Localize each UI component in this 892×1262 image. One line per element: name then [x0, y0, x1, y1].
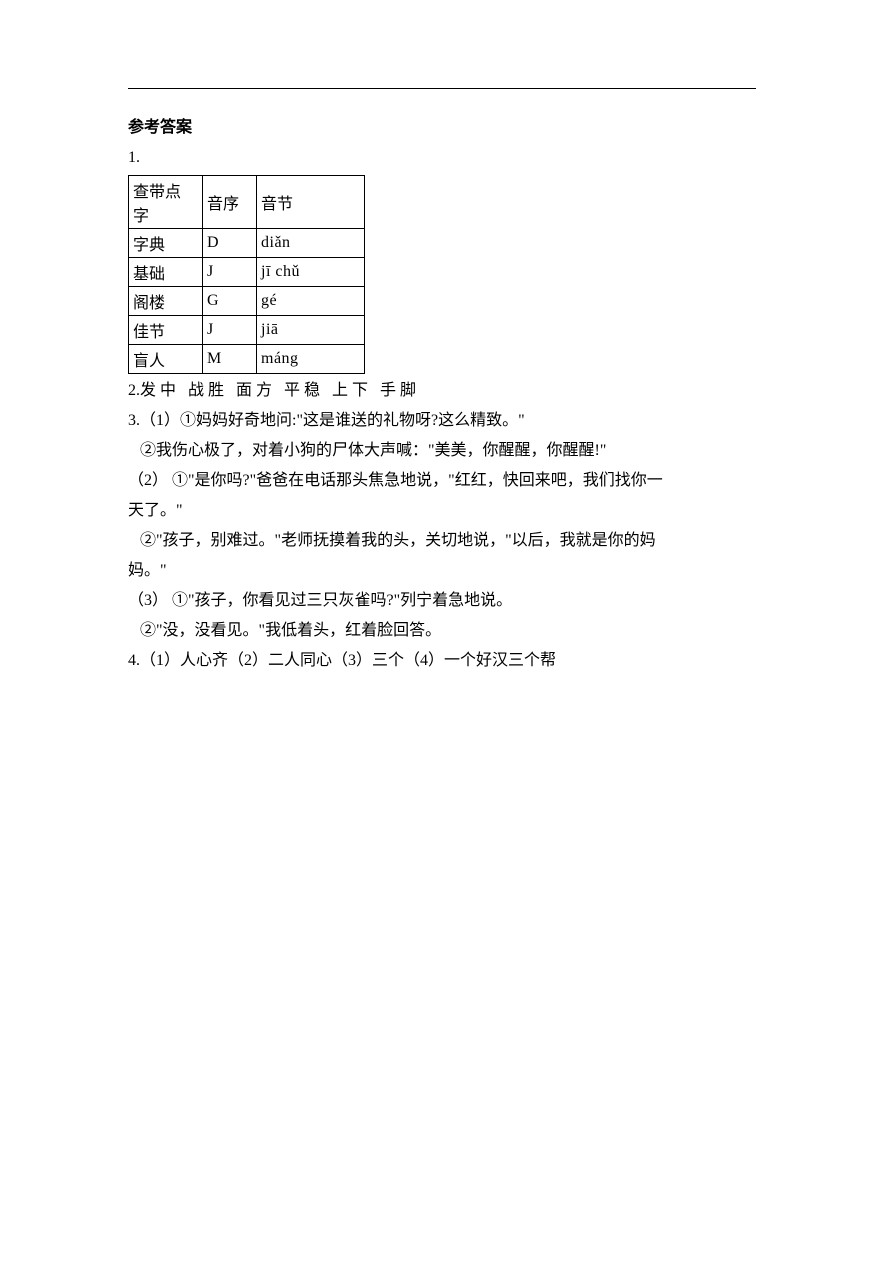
- table-row: 字典 D diǎn: [129, 229, 365, 258]
- q4-line: 4.（1）人心齐（2）二人同心（3）三个（4）一个好汉三个帮: [128, 646, 772, 676]
- table-cell: 佳节: [129, 316, 203, 345]
- q3-line: ②"没，没看见。"我低着头，红着脸回答。: [128, 616, 772, 646]
- table-cell: J: [203, 316, 257, 345]
- table-cell: diǎn: [257, 229, 365, 258]
- table-cell: gé: [257, 287, 365, 316]
- table-cell: jiā: [257, 316, 365, 345]
- table-row: 盲人 M máng: [129, 345, 365, 374]
- table-row: 阁楼 G gé: [129, 287, 365, 316]
- q3-line: 3.（1）①妈妈好奇地问:"这是谁送的礼物呀?这么精致。": [128, 406, 772, 436]
- q1-number: 1.: [128, 143, 772, 173]
- table-cell: G: [203, 287, 257, 316]
- table-row: 佳节 J jiā: [129, 316, 365, 345]
- table-header-cell: 音节: [257, 176, 365, 229]
- q3-line: ②"孩子，别难过。"老师抚摸着我的头，关切地说，"以后，我就是你的妈: [128, 526, 772, 556]
- table-cell: 基础: [129, 258, 203, 287]
- table-row: 基础 J jī chǔ: [129, 258, 365, 287]
- table-header-cell: 查带点字: [129, 176, 203, 229]
- table-cell: 阁楼: [129, 287, 203, 316]
- document-page: 参考答案 1. 查带点字 音序 音节 字典 D diǎn 基础 J jī chǔ…: [0, 0, 892, 1262]
- q3-line: 妈。": [128, 556, 772, 586]
- q3-line: ②我伤心极了，对着小狗的尸体大声喊："美美，你醒醒，你醒醒!": [128, 436, 772, 466]
- table-cell: jī chǔ: [257, 258, 365, 287]
- table-cell: J: [203, 258, 257, 287]
- table-cell: 字典: [129, 229, 203, 258]
- table-cell: 盲人: [129, 345, 203, 374]
- q2-line: 2.发 中 战 胜 面 方 平 稳 上 下 手 脚: [128, 376, 772, 406]
- table-row: 查带点字 音序 音节: [129, 176, 365, 229]
- table-cell: D: [203, 229, 257, 258]
- heading-answers: 参考答案: [128, 113, 772, 143]
- q3-line: （2） ①"是你吗?"爸爸在电话那头焦急地说，"红红，快回来吧，我们找你一: [128, 466, 772, 496]
- top-rule: [128, 88, 756, 89]
- table-header-cell: 音序: [203, 176, 257, 229]
- q3-line: 天了。": [128, 496, 772, 526]
- q1-table: 查带点字 音序 音节 字典 D diǎn 基础 J jī chǔ 阁楼 G gé…: [128, 175, 365, 374]
- table-cell: M: [203, 345, 257, 374]
- table-cell: máng: [257, 345, 365, 374]
- q3-line: （3） ①"孩子，你看见过三只灰雀吗?"列宁着急地说。: [128, 586, 772, 616]
